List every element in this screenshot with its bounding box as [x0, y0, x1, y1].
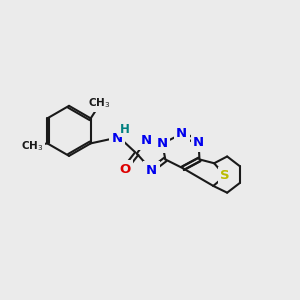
Text: N: N — [141, 134, 152, 147]
Text: N: N — [176, 127, 188, 140]
Text: CH$_3$: CH$_3$ — [21, 140, 43, 153]
Text: CH$_3$: CH$_3$ — [88, 96, 111, 110]
Text: O: O — [119, 163, 130, 176]
Text: N: N — [112, 132, 123, 145]
Text: N: N — [157, 137, 168, 150]
Text: N: N — [146, 164, 157, 176]
Text: N: N — [193, 136, 204, 149]
Text: H: H — [120, 123, 130, 136]
Text: S: S — [220, 169, 230, 182]
